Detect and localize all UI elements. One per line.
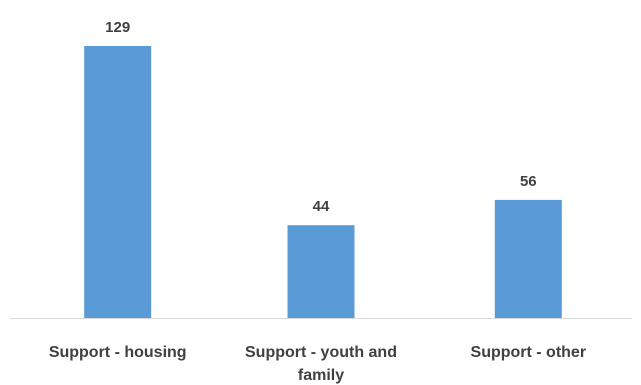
data-label-1: 129 [105,19,130,36]
category-label-1: Support - housing [49,344,187,361]
data-label-3: 56 [520,173,537,190]
value-labels-group: 129 44 56 [105,19,536,215]
bar-1 [84,46,152,318]
category-labels-group: Support - housing Support - youth and fami… [49,344,586,384]
category-label-2: Support - youth and family [245,344,397,384]
category-label-3: Support - other [471,344,587,361]
data-label-2: 44 [313,198,330,215]
bar-2 [287,225,355,318]
bars-group [84,46,562,318]
bar-3 [494,199,562,318]
